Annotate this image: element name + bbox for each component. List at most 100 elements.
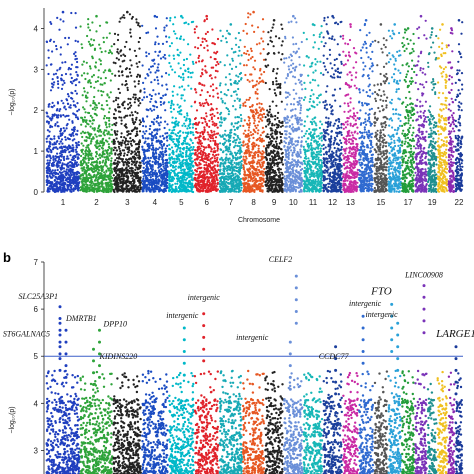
chr-6-point: [205, 187, 207, 189]
chr-4-point: [158, 175, 160, 177]
chr-8-point: [259, 159, 261, 161]
chr-2-point: [81, 142, 83, 144]
chr-2-point: [90, 115, 92, 117]
chr-1-point: [53, 105, 55, 107]
chr-9-point: [272, 101, 274, 103]
chr-5-point: [178, 106, 180, 108]
chr-6-point: [214, 179, 216, 181]
chr-1-point: [57, 136, 59, 138]
chr-2-point: [111, 157, 113, 159]
chr-1-point: [71, 98, 73, 100]
chr-5-point: [179, 38, 181, 40]
chr-2-point: [86, 97, 88, 99]
chr-6-point: [195, 117, 197, 119]
chr-2-point: [104, 129, 106, 131]
chr-5-point: [180, 153, 182, 155]
chr-5-point: [171, 138, 173, 140]
chr-2-point: [108, 52, 110, 54]
chr-6-point: [216, 51, 218, 53]
chr-6-point: [215, 171, 217, 173]
chr-1-point: [71, 64, 73, 66]
chr-8-point: [248, 135, 250, 137]
chr-3-point: [118, 106, 120, 108]
chr-7-point: [230, 129, 232, 131]
chr-8-point: [260, 173, 262, 175]
chr-6-point: [197, 177, 199, 179]
chr-5-point: [180, 109, 182, 111]
chr-2-point: [108, 179, 110, 181]
chr-3-point: [113, 149, 115, 151]
chr-1-point: [57, 114, 59, 116]
chr-3-point: [140, 165, 142, 167]
chr-2-point: [100, 77, 102, 79]
chr-1-point: [67, 166, 69, 168]
chr-1-point: [60, 184, 62, 186]
chr-8-point: [248, 119, 250, 121]
chr-1-point: [51, 50, 53, 52]
chr-3-point: [119, 179, 121, 181]
chr-1-point: [55, 45, 57, 47]
chr-5-point: [178, 160, 180, 162]
chr-3-point: [125, 123, 127, 125]
chr-3-point: [118, 148, 120, 150]
chr-5-point: [173, 108, 175, 110]
chr-3-point: [127, 147, 129, 149]
chr-7-point: [240, 155, 242, 157]
chr-2-point: [108, 137, 110, 139]
chr-7-point: [224, 138, 226, 140]
chr-4-point: [158, 158, 160, 160]
chr-5-point: [189, 123, 191, 125]
chr-1-point: [53, 184, 55, 186]
chr-2-point: [93, 174, 95, 176]
chr-2-point: [111, 73, 113, 75]
chr-1-point: [60, 189, 62, 191]
chr-1-point: [59, 171, 61, 173]
chr-6-point: [197, 57, 199, 59]
chr-8-point: [242, 105, 244, 107]
chr-8-point: [251, 25, 253, 27]
chr-6-point: [195, 91, 197, 93]
chr-2-point: [102, 152, 104, 154]
chr-5-point: [175, 145, 177, 147]
chr-1-point: [53, 135, 55, 137]
chr-4-point: [165, 35, 167, 37]
chr-2-point: [111, 45, 113, 47]
chr-6-point: [201, 159, 203, 161]
chr-1-point: [60, 159, 62, 161]
chr-8-point: [253, 122, 255, 124]
chr-3-point: [121, 83, 123, 85]
chr-8-point: [262, 127, 264, 129]
chr-3-point: [132, 114, 134, 116]
chr-1-point: [63, 146, 65, 148]
chr-4-point: [160, 101, 162, 103]
chr-3-point: [115, 122, 117, 124]
chr-1-point: [49, 175, 51, 177]
chr-6-point: [205, 161, 207, 163]
chr-8-point: [245, 152, 247, 154]
chr-5-point: [187, 68, 189, 70]
chr-7-point: [236, 83, 238, 85]
chr-2-point: [98, 44, 100, 46]
chr-3-point: [120, 117, 122, 119]
chr-6-point: [207, 133, 209, 135]
chr-7-point: [236, 170, 238, 172]
chr-5-point: [175, 117, 177, 119]
chr-7-point: [238, 46, 240, 48]
chr-8-point: [255, 168, 257, 170]
chr-6-point: [213, 147, 215, 149]
chr-7-point: [222, 35, 224, 37]
chr-1-point: [77, 176, 79, 178]
chr-6-point: [205, 190, 207, 192]
chr-8-point: [259, 106, 261, 108]
chr-1-point: [75, 84, 77, 86]
chr-8-point: [247, 79, 249, 81]
chr-2-point: [83, 108, 85, 110]
chr-3-point: [127, 140, 129, 142]
chr-4-point: [153, 180, 155, 182]
chr-2-point: [88, 133, 90, 135]
chr-1-point: [48, 104, 50, 106]
chr-4-point: [149, 125, 151, 127]
chr-1-point: [56, 153, 58, 155]
chr-1-point: [62, 187, 64, 189]
chr-8-point: [243, 167, 245, 169]
